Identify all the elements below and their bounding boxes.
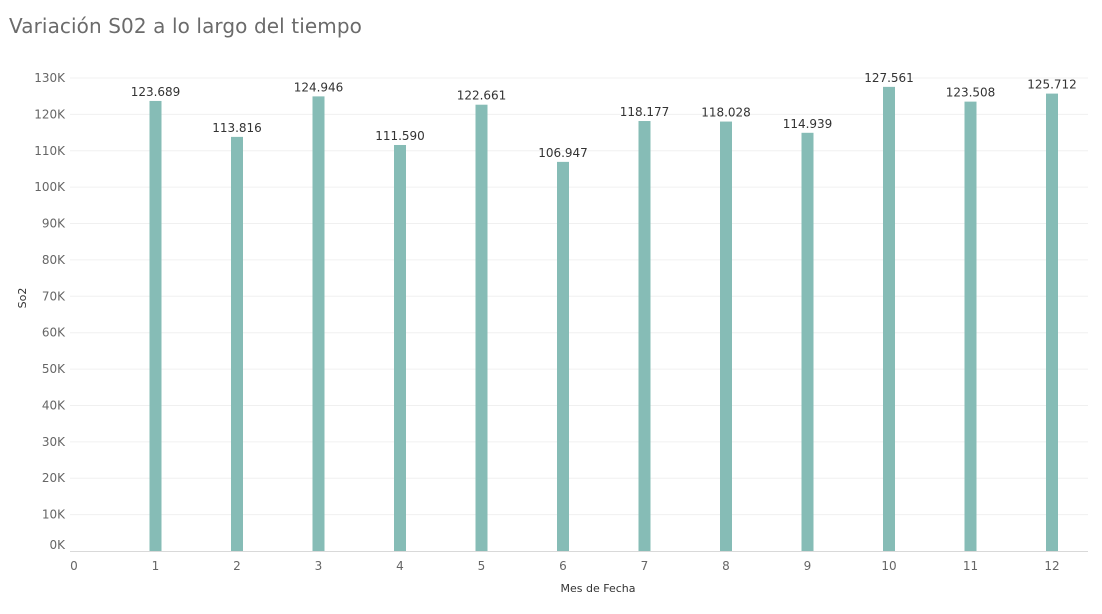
y-tick-label: 110K xyxy=(34,144,66,158)
x-tick-label: 8 xyxy=(722,559,730,573)
y-tick-label: 130K xyxy=(34,71,66,85)
bar[interactable] xyxy=(475,104,488,551)
bar[interactable] xyxy=(883,86,895,551)
y-tick-label: 20K xyxy=(42,471,66,485)
x-tick-label: 12 xyxy=(1044,559,1059,573)
bar[interactable] xyxy=(1046,93,1058,552)
y-tick-label: 120K xyxy=(34,107,66,121)
chart-title: Variación S02 a lo largo del tiempo xyxy=(9,14,363,38)
x-tick-label: 10 xyxy=(881,559,896,573)
x-tick-label: 2 xyxy=(233,559,241,573)
bar[interactable] xyxy=(638,121,651,552)
data-label: 122.661 xyxy=(457,89,507,103)
y-tick-label: 90K xyxy=(42,217,66,231)
x-tick-label: 5 xyxy=(478,559,486,573)
bars xyxy=(149,86,1058,552)
y-tick-label: 30K xyxy=(42,435,66,449)
x-tick-label: 6 xyxy=(559,559,567,573)
x-tick-label: 3 xyxy=(315,559,323,573)
bar[interactable] xyxy=(964,101,977,551)
bar[interactable] xyxy=(557,161,569,552)
x-tick-label: 11 xyxy=(963,559,978,573)
bar[interactable] xyxy=(149,100,162,551)
y-tick-label: 60K xyxy=(42,326,66,340)
grid-lines xyxy=(70,77,1088,516)
y-tick-label: 80K xyxy=(42,253,66,267)
data-label: 123.508 xyxy=(946,86,996,100)
x-tick-label: 7 xyxy=(641,559,649,573)
y-tick-label: 40K xyxy=(42,398,66,412)
y-tick-label: 0K xyxy=(49,538,66,552)
x-axis: 0 1 2 3 4 5 6 7 8 9 10 11 12 xyxy=(70,551,1088,573)
data-label: 118.177 xyxy=(620,105,670,119)
x-tick-label: 4 xyxy=(396,559,404,573)
data-label: 124.946 xyxy=(294,80,344,94)
x-axis-title: Mes de Fecha xyxy=(561,582,636,595)
y-tick-label: 50K xyxy=(42,362,66,376)
data-label: 123.689 xyxy=(131,85,181,99)
bar[interactable] xyxy=(231,136,243,551)
data-label: 127.561 xyxy=(864,71,914,85)
data-label: 113.816 xyxy=(212,121,262,135)
x-tick-label: 0 xyxy=(70,559,78,573)
bar[interactable] xyxy=(394,144,406,551)
y-axis: 0K 10K 20K 30K 40K 50K 60K 70K 80K 90K 100K 110K 120… xyxy=(34,71,66,552)
x-tick-label: 1 xyxy=(152,559,160,573)
y-tick-label: 100K xyxy=(34,180,66,194)
bar[interactable] xyxy=(720,121,732,551)
bar[interactable] xyxy=(312,96,325,551)
data-label: 106.947 xyxy=(538,146,588,160)
data-label: 114.939 xyxy=(783,117,833,131)
data-labels: 123.689 113.816 124.946 111.590 122.661 106.9… xyxy=(131,71,1077,160)
y-tick-label: 70K xyxy=(42,289,66,303)
data-label: 118.028 xyxy=(701,106,751,120)
y-tick-label: 10K xyxy=(42,508,66,522)
data-label: 125.712 xyxy=(1027,78,1077,92)
x-tick-label: 9 xyxy=(804,559,812,573)
data-label: 111.590 xyxy=(375,129,425,143)
y-axis-title: So2 xyxy=(16,288,29,309)
bar[interactable] xyxy=(801,132,814,551)
